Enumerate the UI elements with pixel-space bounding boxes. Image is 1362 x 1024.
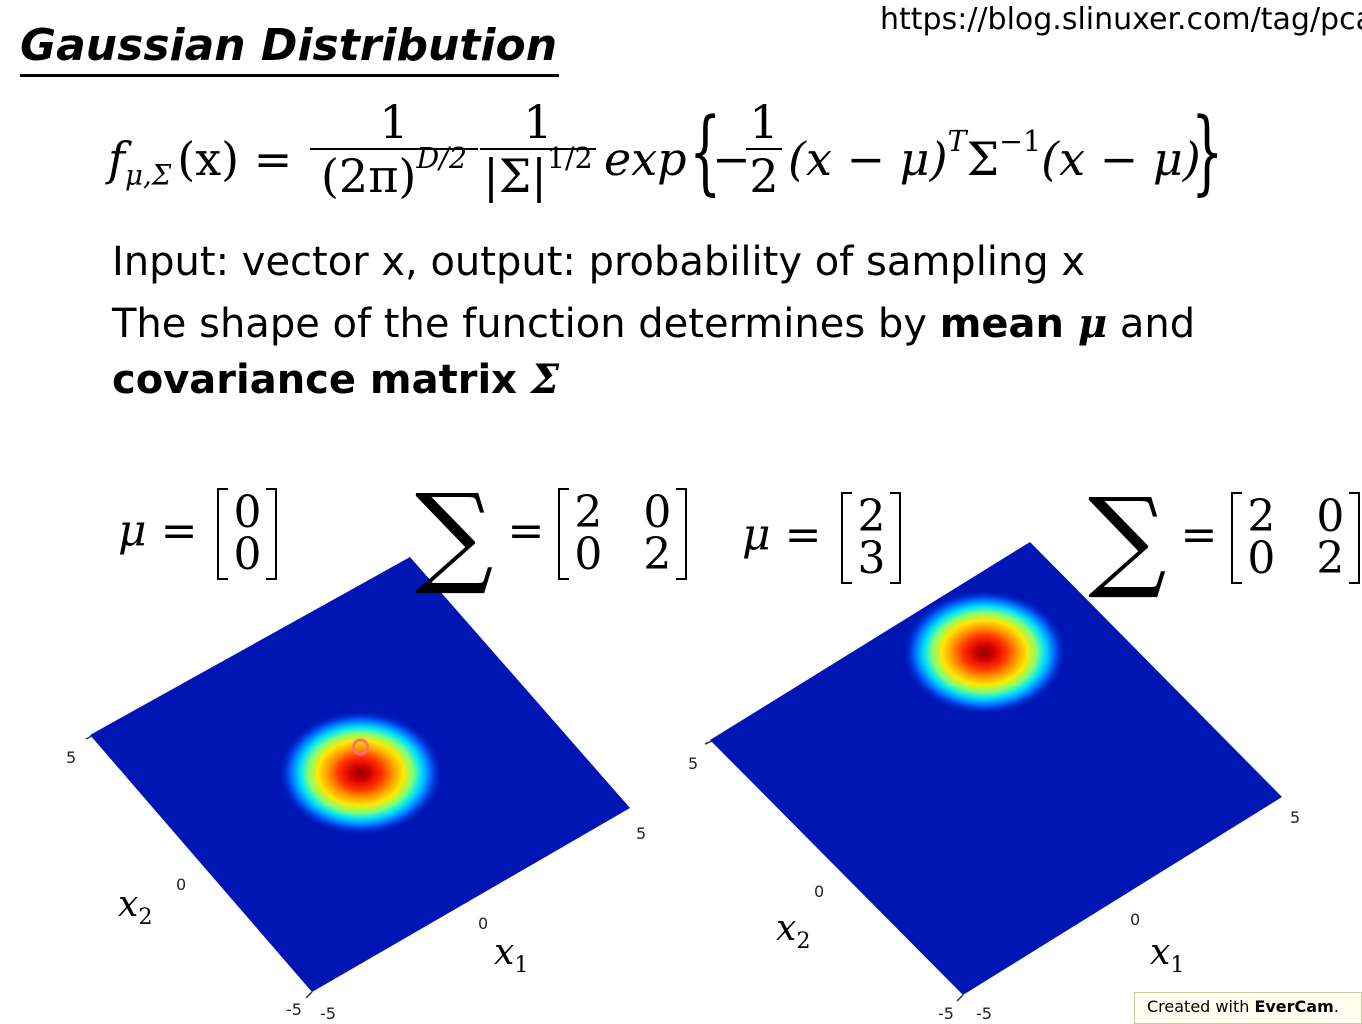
surface-plot-right: [704, 542, 1282, 1002]
density-peak: [278, 710, 443, 836]
tick-x1-min: -5: [976, 1004, 992, 1023]
cursor-marker: [352, 738, 369, 756]
tick-x2-min: -5: [286, 1000, 302, 1019]
shape-line: The shape of the function determines by …: [112, 300, 1196, 347]
tick-x1-mid: 0: [1130, 910, 1141, 929]
evercam-badge: Created with EverCam.: [1134, 992, 1362, 1024]
source-url: https://blog.slinuxer.com/tag/pca: [880, 2, 1362, 37]
tick-x1-min: -5: [320, 1004, 336, 1023]
exp-label: exp: [604, 132, 687, 186]
tick-x2-mid: 0: [814, 882, 825, 901]
tick-x2-mid: 0: [176, 875, 187, 894]
tick-x1-max: 5: [636, 824, 647, 843]
axis-label-x1: x1: [494, 932, 529, 978]
minus-sign: −: [712, 132, 751, 186]
tick-x1-mid: 0: [478, 914, 489, 933]
density-peak: [902, 590, 1067, 715]
determinant-fraction: 1 |Σ|1/2: [480, 99, 596, 200]
formula-lhs: fμ,Σ (x) =: [108, 132, 293, 192]
covariance-line: covariance matrix Σ: [112, 356, 560, 403]
tick-x2-max: 5: [66, 748, 77, 767]
left-brace: {: [689, 98, 722, 205]
right-brace: }: [1191, 98, 1224, 205]
surface-plot-left: [85, 557, 630, 999]
quadratic-form: (x − μ)TΣ−1(x − μ): [788, 124, 1201, 186]
tick-x1-max: 5: [1290, 808, 1301, 827]
tick-x2-max: 5: [688, 754, 699, 773]
axis-label-x2: x2: [776, 908, 811, 954]
tick-x2-min: -5: [938, 1004, 954, 1023]
axis-label-x1: x1: [1150, 932, 1185, 978]
axis-label-x2: x2: [118, 884, 153, 930]
surface-base: [710, 542, 1282, 995]
normalizer-fraction: 1 (2π)D/2: [310, 99, 478, 200]
input-output-line: Input: vector x, output: probability of …: [112, 239, 1086, 285]
half-fraction: 1 2: [746, 99, 782, 200]
slide-title: Gaussian Distribution: [20, 18, 560, 77]
gaussian-formula: fμ,Σ (x) = 1 (2π)D/2 1 |Σ|1/2 exp { − 1 2…: [108, 98, 1228, 215]
